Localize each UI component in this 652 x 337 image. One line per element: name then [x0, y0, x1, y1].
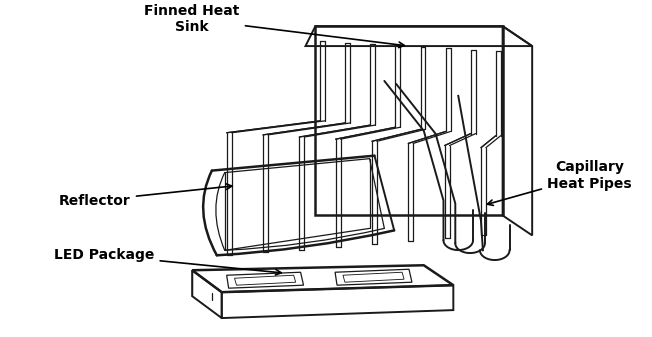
Text: Reflector: Reflector: [59, 184, 232, 208]
Text: Capillary
Heat Pipes: Capillary Heat Pipes: [487, 160, 632, 206]
Text: Finned Heat
Sink: Finned Heat Sink: [145, 4, 404, 48]
Text: LED Package: LED Package: [54, 248, 281, 275]
